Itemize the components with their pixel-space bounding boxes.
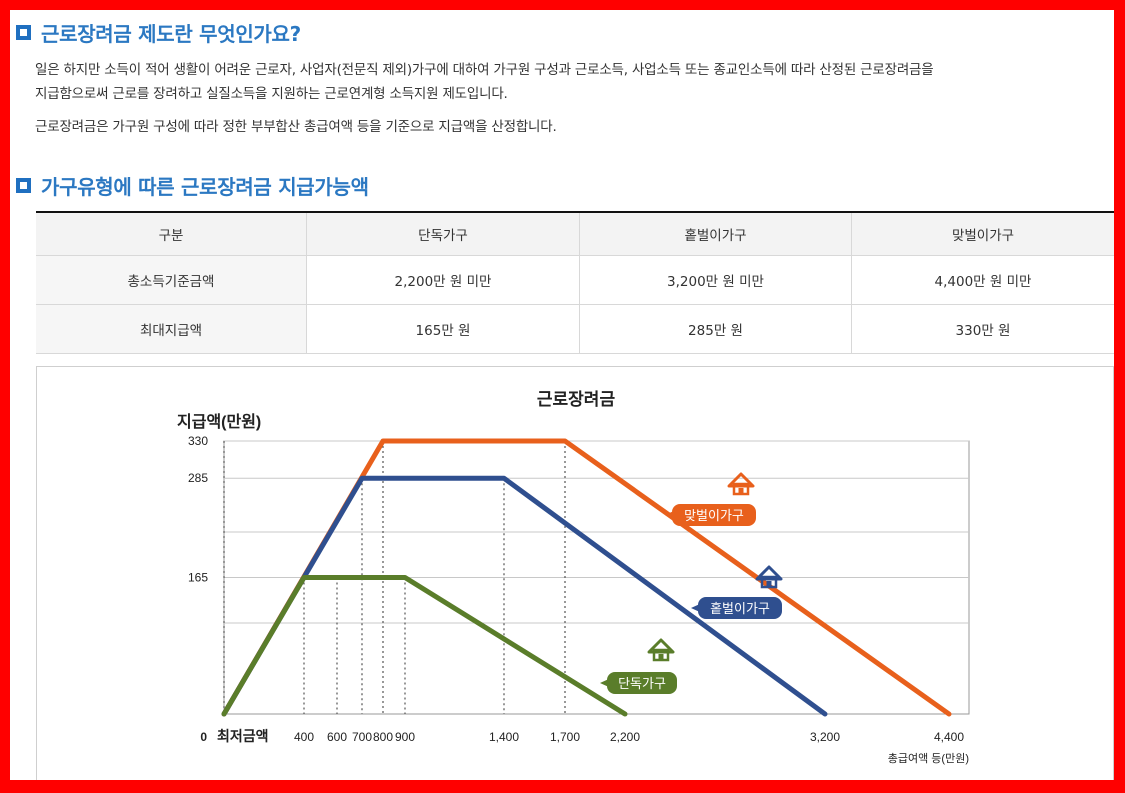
table-header-cell: 맞벌이가구 [851, 211, 1114, 256]
legend-callout-pointer [691, 603, 702, 613]
house-icon [755, 565, 783, 581]
chart-container: 근로장려금 지급액(만원) 총급여액 등(만원) 최저금액 0 165 285 330… [36, 366, 1114, 780]
square-bullet-icon [16, 178, 31, 193]
basis-paragraph: 근로장려금은 가구원 구성에 따라 정한 부부합산 총급여액 등을 기준으로 지… [35, 119, 557, 135]
table-header-cell: 단독가구 [306, 211, 580, 256]
house-icon [647, 638, 675, 654]
table-cell: 2,200만 원 미만 [306, 255, 580, 305]
house-icon-door [766, 581, 772, 587]
table-row: 총소득기준금액 2,200만 원 미만 3,200만 원 미만 4,400만 원… [36, 255, 1114, 305]
table-cell: 165만 원 [306, 304, 580, 354]
table-cell: 285만 원 [579, 304, 852, 354]
section-title-text: 근로장려금 제도란 무엇인가요? [41, 22, 301, 46]
y-tick-label: 0 [200, 730, 207, 744]
intro-line-2: 지급함으로써 근로를 장려하고 실질소득을 지원하는 근로연계형 소득지원 제도… [35, 86, 508, 102]
legend-callout-box [607, 672, 677, 694]
table-row: 최대지급액 165만 원 285만 원 330만 원 [36, 304, 1114, 354]
plot-area: 0 165 285 330 400 600 700 800 900 1,400 1,700 2,200… [188, 434, 970, 744]
house-icon-door [738, 488, 744, 494]
table-cell: 4,400만 원 미만 [851, 255, 1114, 305]
table-cell: 3,200만 원 미만 [579, 255, 852, 305]
house-icon-door [658, 654, 664, 660]
y-tick-label: 165 [188, 571, 208, 585]
x-tick-label: 3,200 [810, 730, 840, 744]
section-title-amounts: 가구유형에 따른 근로장려금 지급가능액 [16, 171, 369, 200]
table-header-row: 구분 단독가구 홑벌이가구 맞벌이가구 [36, 211, 1114, 256]
table-row-label: 최대지급액 [36, 304, 307, 354]
section-title-what-is: 근로장려금 제도란 무엇인가요? [16, 18, 301, 47]
legend-label: 단독가구 [618, 676, 666, 691]
series-line [221, 575, 628, 717]
x-tick-label: 800 [373, 730, 393, 744]
chart-title: 근로장려금 [537, 390, 616, 409]
legend-callout-pointer [665, 510, 676, 520]
y-tick-label: 285 [188, 471, 208, 485]
house-icon [727, 472, 755, 488]
legend-callout-box [698, 597, 782, 619]
legend-callout-pointer [600, 678, 611, 688]
x-tick-label: 4,400 [934, 730, 964, 744]
legend-label: 홑벌이가구 [710, 601, 770, 616]
section-title-text: 가구유형에 따른 근로장려금 지급가능액 [41, 175, 369, 199]
x-tick-label: 700 [352, 730, 372, 744]
x-tick-label: 600 [327, 730, 347, 744]
x-tick-label: 1,700 [550, 730, 580, 744]
incentive-chart: 근로장려금 지급액(만원) 총급여액 등(만원) 최저금액 0 165 285 330… [177, 390, 970, 765]
x-axis-label: 총급여액 등(만원) [888, 752, 969, 765]
x-origin-label: 최저금액 [217, 728, 269, 744]
x-tick-label: 1,400 [489, 730, 519, 744]
intro-line-1: 일은 하지만 소득이 적어 생활이 어려운 근로자, 사업자(전문직 제외)가구… [35, 62, 934, 78]
y-tick-label: 330 [188, 434, 208, 448]
legend-label: 맞벌이가구 [684, 508, 744, 523]
square-bullet-icon [16, 25, 31, 40]
y-axis-label: 지급액(만원) [177, 412, 261, 431]
content-frame: 근로장려금 제도란 무엇인가요? 일은 하지만 소득이 적어 생활이 어려운 근… [10, 10, 1114, 780]
amount-table: 구분 단독가구 홑벌이가구 맞벌이가구 총소득기준금액 2,200만 원 미만 … [36, 211, 1114, 354]
x-tick-label: 900 [395, 730, 415, 744]
x-tick-label: 400 [294, 730, 314, 744]
table-row-label: 총소득기준금액 [36, 255, 307, 305]
table-cell: 330만 원 [851, 304, 1114, 354]
intro-paragraph: 일은 하지만 소득이 적어 생활이 어려운 근로자, 사업자(전문직 제외)가구… [35, 58, 1095, 106]
x-tick-label: 2,200 [610, 730, 640, 744]
legend-callout-box [672, 504, 756, 526]
table-header-cell: 홑벌이가구 [579, 211, 852, 256]
table-header-cell: 구분 [36, 211, 307, 256]
